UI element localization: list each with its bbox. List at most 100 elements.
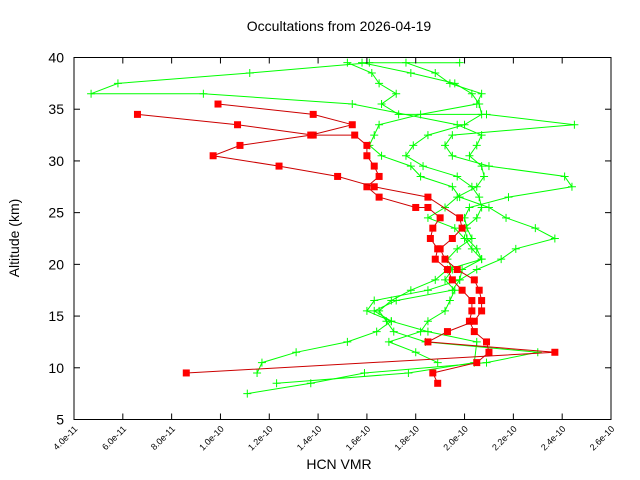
- data-point: [309, 110, 317, 118]
- data-point: [477, 255, 486, 264]
- data-point: [234, 121, 242, 129]
- data-point: [245, 69, 254, 78]
- y-tick-label: 35: [48, 101, 64, 117]
- data-point: [370, 183, 378, 191]
- data-point: [236, 141, 244, 149]
- data-point: [429, 369, 437, 377]
- x-tick-label: 1.8e-10: [392, 424, 421, 453]
- data-point: [441, 203, 450, 212]
- x-tick-label: 6.0e-11: [100, 424, 128, 452]
- data-point: [387, 317, 396, 326]
- data-point: [423, 317, 432, 326]
- series-4: [343, 58, 579, 367]
- data-point: [472, 265, 481, 274]
- series-0: [133, 110, 493, 387]
- series-2: [243, 58, 542, 398]
- x-tick-label: 1.2e-10: [246, 424, 275, 453]
- x-tick-label: 2.4e-10: [539, 424, 568, 453]
- x-tick-label: 1.0e-10: [197, 424, 226, 453]
- data-point: [363, 152, 371, 160]
- data-point: [443, 328, 451, 336]
- data-point: [113, 79, 122, 88]
- data-point: [458, 224, 466, 232]
- data-point: [182, 369, 190, 377]
- data-point: [412, 203, 420, 211]
- data-point: [431, 69, 440, 78]
- data-point: [389, 327, 398, 336]
- x-tick-label: 8.0e-11: [149, 424, 177, 452]
- data-point: [467, 234, 476, 243]
- data-point: [453, 266, 461, 274]
- data-point: [468, 307, 476, 315]
- data-point: [497, 255, 506, 264]
- y-tick-label: 5: [56, 412, 64, 428]
- data-point: [448, 151, 457, 160]
- data-point: [460, 234, 469, 243]
- data-point: [477, 162, 486, 171]
- data-point: [253, 368, 262, 377]
- data-point: [416, 327, 425, 336]
- series-5: [87, 58, 489, 388]
- data-point: [475, 193, 484, 202]
- data-point: [377, 100, 386, 109]
- data-point: [472, 100, 481, 109]
- data-point: [423, 213, 432, 222]
- x-tick-label: 4.0e-11: [51, 424, 79, 452]
- data-point: [370, 131, 379, 140]
- series-1: [182, 100, 559, 377]
- data-point: [465, 317, 473, 325]
- data-point: [409, 141, 418, 150]
- data-point: [441, 255, 449, 263]
- data-point: [484, 203, 493, 212]
- data-point: [445, 79, 454, 88]
- data-point: [384, 337, 393, 346]
- data-point: [348, 121, 356, 129]
- data-point: [567, 182, 576, 191]
- data-point: [551, 348, 559, 356]
- series-layer: [87, 58, 579, 398]
- data-point: [477, 131, 486, 140]
- data-point: [470, 276, 478, 284]
- data-point: [416, 172, 425, 181]
- data-point: [431, 255, 439, 263]
- data-point: [392, 296, 401, 305]
- data-point: [433, 358, 442, 367]
- y-tick-label: 30: [48, 153, 64, 169]
- data-point: [133, 110, 141, 118]
- data-point: [292, 348, 301, 357]
- data-point: [478, 307, 486, 315]
- data-point: [448, 286, 457, 295]
- y-tick-label: 20: [48, 256, 64, 272]
- data-point: [453, 244, 462, 253]
- data-point: [448, 235, 456, 242]
- data-point: [472, 141, 481, 150]
- data-point: [455, 58, 464, 67]
- y-tick-label: 40: [48, 50, 64, 66]
- data-point: [450, 224, 459, 233]
- data-point: [531, 224, 540, 233]
- data-point: [257, 358, 266, 367]
- data-point: [275, 162, 283, 170]
- data-point: [375, 193, 383, 201]
- data-point: [445, 296, 454, 305]
- data-point: [467, 244, 476, 253]
- data-point: [472, 213, 481, 222]
- data-point: [482, 110, 491, 119]
- data-point: [441, 141, 450, 150]
- data-point: [426, 235, 434, 242]
- data-point: [367, 69, 376, 78]
- data-point: [441, 306, 450, 315]
- x-tick-label: 1.4e-10: [295, 424, 324, 453]
- y-tick-label: 10: [48, 360, 64, 376]
- data-point: [570, 120, 579, 129]
- data-point: [478, 297, 486, 305]
- data-point: [533, 348, 542, 357]
- data-point: [429, 224, 437, 232]
- plot-frame: [73, 57, 612, 420]
- data-point: [375, 79, 384, 88]
- data-point: [472, 182, 481, 191]
- data-point: [436, 245, 444, 253]
- data-point: [375, 120, 384, 129]
- y-tick-label: 15: [48, 308, 64, 324]
